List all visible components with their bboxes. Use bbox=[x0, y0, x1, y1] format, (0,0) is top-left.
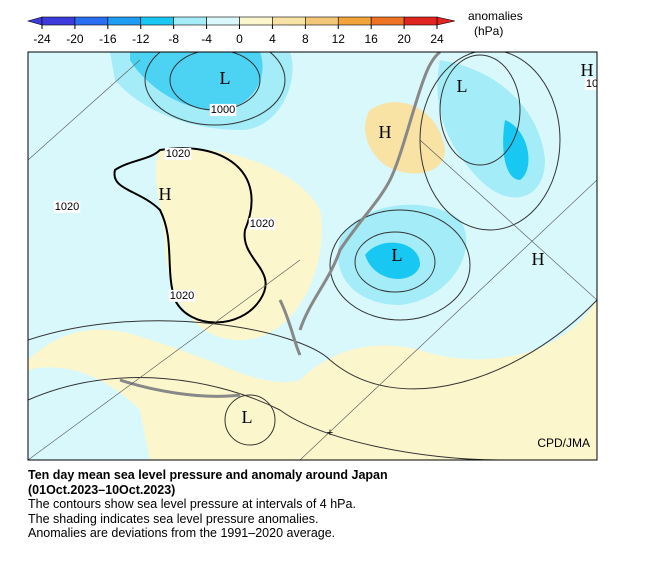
map-frame bbox=[27, 51, 598, 461]
colorbar-tick-label: -16 bbox=[99, 32, 117, 46]
colorbar-tick-label: 0 bbox=[236, 32, 243, 46]
graticule bbox=[28, 59, 597, 460]
caption-line: The contours show sea level pressure at … bbox=[28, 497, 356, 511]
colorbar-bin bbox=[206, 16, 240, 26]
anomaly-negative bbox=[365, 242, 420, 279]
anomaly-positive bbox=[155, 148, 322, 340]
coastlines bbox=[119, 52, 441, 398]
colorbar-bin bbox=[74, 16, 109, 26]
colorbar-bin bbox=[272, 16, 306, 26]
contour-1020 bbox=[113, 147, 267, 324]
caption-line: The shading indicates sea level pressure… bbox=[28, 511, 319, 526]
contour-label: 1020 bbox=[170, 290, 194, 302]
credit: CPD/JMA bbox=[537, 436, 590, 450]
colorbar-tick-label: 16 bbox=[364, 32, 378, 46]
contour-label-bg bbox=[53, 200, 81, 213]
colorbar-bin bbox=[239, 16, 273, 26]
caption-title: Ten day mean sea level pressure and anom… bbox=[28, 468, 388, 482]
colorbar-tick-label: 4 bbox=[269, 32, 276, 46]
colorbar-unit: (hPa) bbox=[474, 24, 503, 38]
contours bbox=[28, 52, 597, 460]
contour-label-bg bbox=[209, 103, 237, 116]
pressure-center: H bbox=[379, 122, 392, 142]
anomaly-negative bbox=[130, 52, 263, 110]
colorbar-bin bbox=[305, 16, 339, 26]
pressure-center: L bbox=[392, 245, 403, 265]
colorbar-tick-label: -4 bbox=[201, 32, 212, 46]
figure: -24 -20 -16 -12 -8 -4 0 4 8 12 16 20 24 anomalies (h… bbox=[26, 9, 598, 461]
pressure-center: H bbox=[581, 60, 594, 80]
colorbar-tick-label: -12 bbox=[132, 32, 150, 46]
anomaly-negative bbox=[503, 120, 529, 180]
contour-label: 1000 bbox=[211, 104, 235, 116]
colorbar-bin bbox=[140, 16, 174, 26]
colorbar-tick-label: 24 bbox=[430, 32, 444, 46]
contour-label-bg bbox=[164, 147, 192, 160]
caption-period: (01Oct.2023–10Oct.2023) bbox=[28, 482, 176, 497]
caption: Ten day mean sea level pressure and anom… bbox=[28, 468, 388, 541]
anomaly-negative bbox=[28, 367, 150, 460]
colorbar-tick-label: -24 bbox=[33, 32, 51, 46]
pressure-center: L bbox=[242, 407, 253, 427]
colorbar-bin bbox=[41, 16, 76, 26]
contour-label-bg bbox=[248, 217, 276, 230]
contour-label-bg bbox=[168, 289, 196, 302]
contour-label-bg bbox=[584, 77, 597, 90]
colorbar: -24 -20 -16 -12 -8 -4 0 4 8 12 16 20 24 bbox=[26, 16, 456, 46]
colorbar-tick-label: -8 bbox=[168, 32, 179, 46]
colorbar-bin bbox=[337, 16, 372, 26]
contour-label: 1020 bbox=[250, 218, 274, 230]
colorbar-bin bbox=[173, 16, 207, 26]
colorbar-arrow-right bbox=[436, 16, 456, 26]
contour-label: 10 bbox=[586, 78, 598, 90]
colorbar-bin bbox=[370, 16, 405, 26]
pressure-center: L bbox=[220, 68, 231, 88]
contour-label: 1020 bbox=[166, 148, 190, 160]
colorbar-bin bbox=[107, 16, 142, 26]
colorbar-bin bbox=[403, 16, 438, 26]
colorbar-tick-label: 12 bbox=[332, 32, 346, 46]
colorbar-tick-label: 20 bbox=[397, 32, 411, 46]
pressure-center: H bbox=[159, 184, 172, 204]
pressure-center: H bbox=[532, 249, 545, 269]
contour-label: + bbox=[327, 427, 333, 439]
colorbar-arrow-left bbox=[26, 16, 43, 26]
pressure-center: L bbox=[457, 76, 468, 96]
colorbar-tick-label: 8 bbox=[302, 32, 309, 46]
contour-label: 1020 bbox=[55, 201, 79, 213]
colorbar-tick-label: -20 bbox=[66, 32, 84, 46]
colorbar-label: anomalies bbox=[468, 9, 523, 23]
caption-line: Anomalies are deviations from the 1991–2… bbox=[28, 526, 336, 540]
